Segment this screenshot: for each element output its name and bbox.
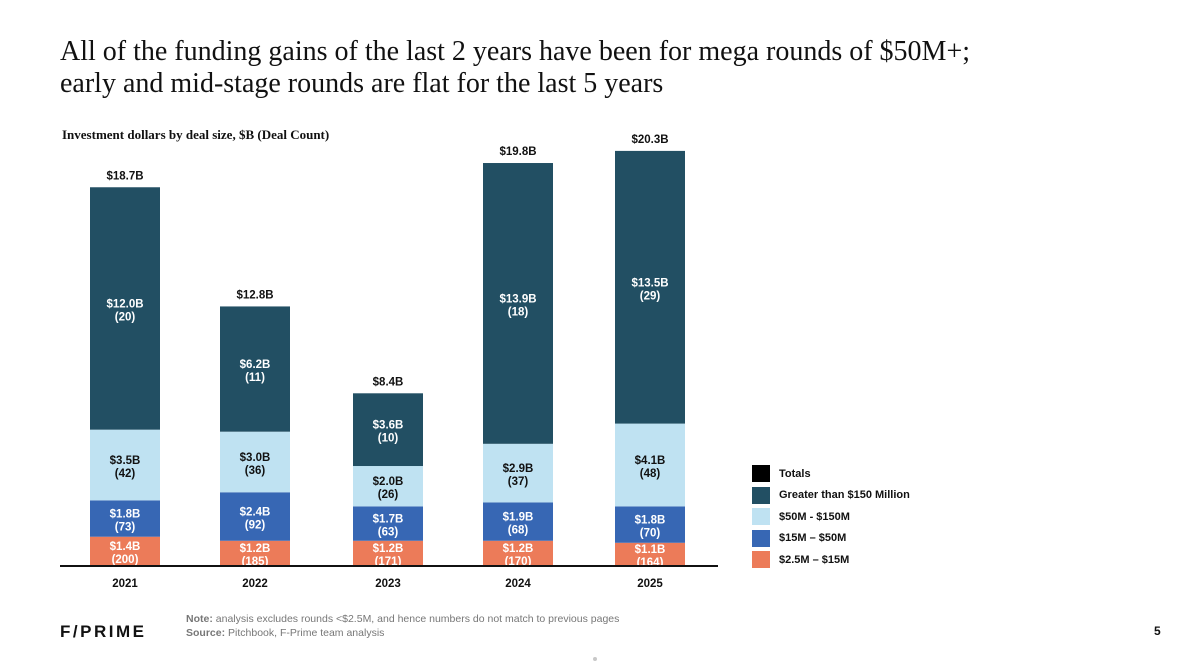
segment-value-label: $1.2B <box>503 543 534 555</box>
segment-count-label: (48) <box>640 468 661 480</box>
segment-value-label: $1.1B <box>635 544 666 556</box>
legend-label: Greater than $150 Million <box>779 489 910 502</box>
segment-value-label: $4.1B <box>635 455 666 467</box>
legend-item-totals: Totals <box>752 463 910 485</box>
source-line: Source: Pitchbook, F-Prime team analysis <box>186 626 619 640</box>
segment-count-label: (200) <box>112 554 139 566</box>
segment-value-label: $1.8B <box>635 515 666 527</box>
bar-segment <box>220 431 290 493</box>
bar-segment <box>220 492 290 541</box>
segment-count-label: (11) <box>245 372 265 384</box>
bar-segment <box>220 306 290 432</box>
bar-segment <box>90 500 160 537</box>
chart-legend: Totals Greater than $150 Million $50M - … <box>752 463 910 571</box>
segment-value-label: $1.4B <box>110 541 141 553</box>
segment-value-label: $2.0B <box>373 476 404 488</box>
segment-value-label: $1.9B <box>503 512 534 524</box>
segment-value-label: $1.2B <box>240 543 271 555</box>
segment-value-label: $12.0B <box>106 298 143 310</box>
x-tick-label: 2024 <box>505 578 531 590</box>
bar-segment <box>353 540 423 565</box>
bar-segment <box>353 466 423 507</box>
segment-count-label: (171) <box>375 556 402 568</box>
fprime-logo: F/PRIME <box>60 622 147 641</box>
segment-count-label: (68) <box>508 525 529 537</box>
segment-count-label: (36) <box>245 465 266 477</box>
segment-value-label: $2.9B <box>503 463 534 475</box>
segment-count-label: (18) <box>508 306 529 318</box>
total-label: $20.3B <box>631 134 668 146</box>
total-label: $18.7B <box>106 170 143 182</box>
segment-value-label: $1.8B <box>110 509 141 521</box>
segment-count-label: (185) <box>242 556 269 568</box>
note-text: analysis excludes rounds <$2.5M, and hen… <box>215 613 620 625</box>
legend-swatch <box>752 508 770 526</box>
legend-item-15m-50m: $15M – $50M <box>752 528 910 550</box>
bar-segment <box>615 506 685 543</box>
bar-segment <box>483 163 553 444</box>
segment-value-label: $3.0B <box>240 452 271 464</box>
legend-label: Totals <box>779 467 811 480</box>
bar-segment <box>90 429 160 501</box>
legend-swatch <box>752 486 770 504</box>
segment-count-label: (10) <box>378 433 399 445</box>
legend-label: $50M - $150M <box>779 510 850 523</box>
segment-count-label: (170) <box>505 556 532 568</box>
x-tick-label: 2021 <box>112 578 138 590</box>
bar-segment <box>615 423 685 507</box>
segment-value-label: $13.5B <box>631 277 668 289</box>
bar-segment <box>90 187 160 430</box>
legend-swatch <box>752 551 770 569</box>
bar-segment <box>615 542 685 565</box>
segment-value-label: $13.9B <box>499 293 536 305</box>
legend-item-greater-than-150m: Greater than $150 Million <box>752 485 910 507</box>
bar-segment <box>220 540 290 565</box>
x-tick-label: 2023 <box>375 578 401 590</box>
legend-label: $2.5M – $15M <box>779 553 850 566</box>
legend-swatch <box>752 465 770 483</box>
source-text: Pitchbook, F-Prime team analysis <box>228 627 385 639</box>
bar-segment <box>353 506 423 541</box>
total-label: $8.4B <box>373 376 404 388</box>
segment-count-label: (29) <box>640 290 661 302</box>
segment-count-label: (37) <box>508 476 529 488</box>
chart-subtitle: Investment dollars by deal size, $B (Dea… <box>62 127 330 142</box>
note-label: Note: <box>186 613 213 625</box>
segment-value-label: $1.7B <box>373 514 404 526</box>
segment-count-label: (26) <box>378 489 399 501</box>
legend-item-50m-150m: $50M - $150M <box>752 506 910 528</box>
x-tick-label: 2022 <box>242 578 268 590</box>
segment-value-label: $6.2B <box>240 359 271 371</box>
note-line: Note: analysis excludes rounds <$2.5M, a… <box>186 612 619 626</box>
footnote: Note: analysis excludes rounds <$2.5M, a… <box>186 612 619 640</box>
legend-swatch <box>752 529 770 547</box>
total-label: $12.8B <box>236 289 273 301</box>
segment-value-label: $3.6B <box>373 420 404 432</box>
bar-segment <box>483 540 553 565</box>
bar-segment <box>483 443 553 503</box>
segment-count-label: (92) <box>245 520 266 532</box>
bar-segment <box>90 536 160 565</box>
segment-value-label: $2.4B <box>240 507 271 519</box>
source-label: Source: <box>186 627 226 639</box>
x-tick-label: 2025 <box>637 578 663 590</box>
segment-count-label: (63) <box>378 527 399 539</box>
segment-value-label: $3.5B <box>110 455 141 467</box>
page-number: 5 <box>1154 624 1161 638</box>
segment-count-label: (42) <box>115 468 136 480</box>
page-title: All of the funding gains of the last 2 y… <box>60 36 971 99</box>
segment-value-label: $1.2B <box>373 543 404 555</box>
total-label: $19.8B <box>499 146 536 158</box>
decorative-dot <box>593 657 597 661</box>
legend-label: $15M – $50M <box>779 532 847 545</box>
legend-item-2-5m-15m: $2.5M – $15M <box>752 549 910 571</box>
bar-segment <box>615 150 685 424</box>
segment-count-label: (70) <box>640 528 661 540</box>
segment-count-label: (164) <box>637 557 664 569</box>
bar-segment <box>353 393 423 467</box>
segment-count-label: (20) <box>115 311 136 323</box>
segment-count-label: (73) <box>115 522 136 534</box>
bar-segment <box>483 502 553 541</box>
